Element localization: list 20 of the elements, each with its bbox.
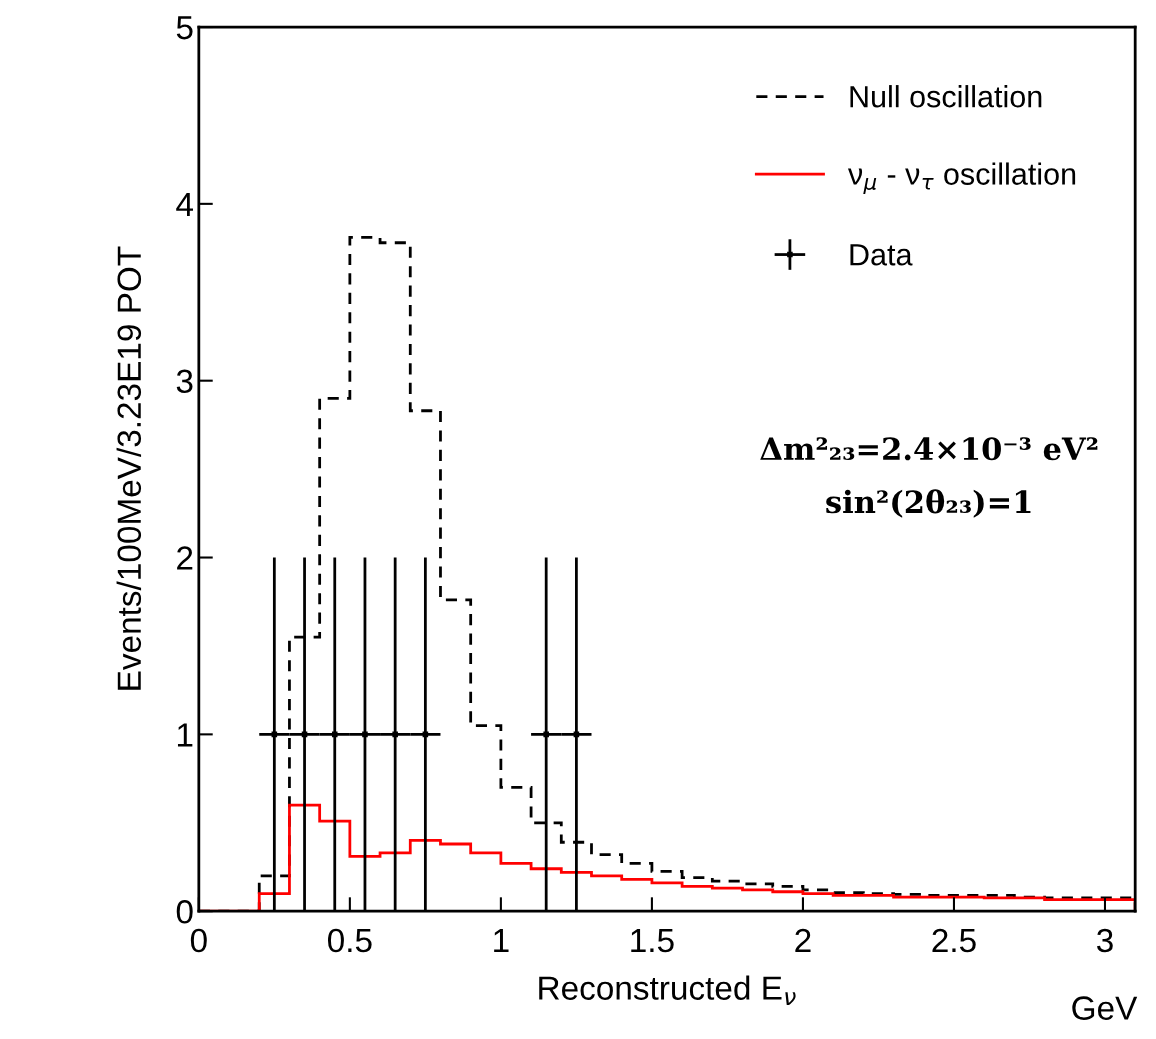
x-tick-label: 1.5	[631, 929, 674, 953]
x-axis-title: Reconstructed E$_{ν}$	[539, 975, 796, 1006]
y-tick-label: 2	[177, 546, 193, 570]
text: GeV	[1072, 996, 1138, 1020]
y-tick-label: 5	[176, 16, 193, 40]
y-tick-label: 0	[176, 900, 193, 924]
y-tick-label: 1	[177, 723, 193, 747]
y-tick-label: 3	[176, 369, 193, 394]
y-tick-label: 4	[176, 193, 193, 216]
annotation: sin²(2θ₂₃)=1	[826, 489, 1031, 518]
x-tick-label: 2	[795, 928, 811, 953]
legend-label: Null oscillation	[850, 85, 1042, 108]
annotation: Δm²₂₃=2.4×10⁻³ eV²	[760, 437, 1098, 461]
x-tick-label: 3	[1096, 928, 1113, 953]
y-axis-title: Events/100MeV/3.23E19 POT	[116, 246, 142, 690]
legend-label: ν$_{μ}$ - ν$_{τ}$ oscillation	[847, 162, 1076, 195]
legend-label: Data	[850, 244, 913, 266]
x-tick-label: 0.5	[327, 928, 372, 953]
x-tick-label: 2.5	[932, 928, 976, 953]
x-tick-label: 1	[494, 929, 509, 953]
